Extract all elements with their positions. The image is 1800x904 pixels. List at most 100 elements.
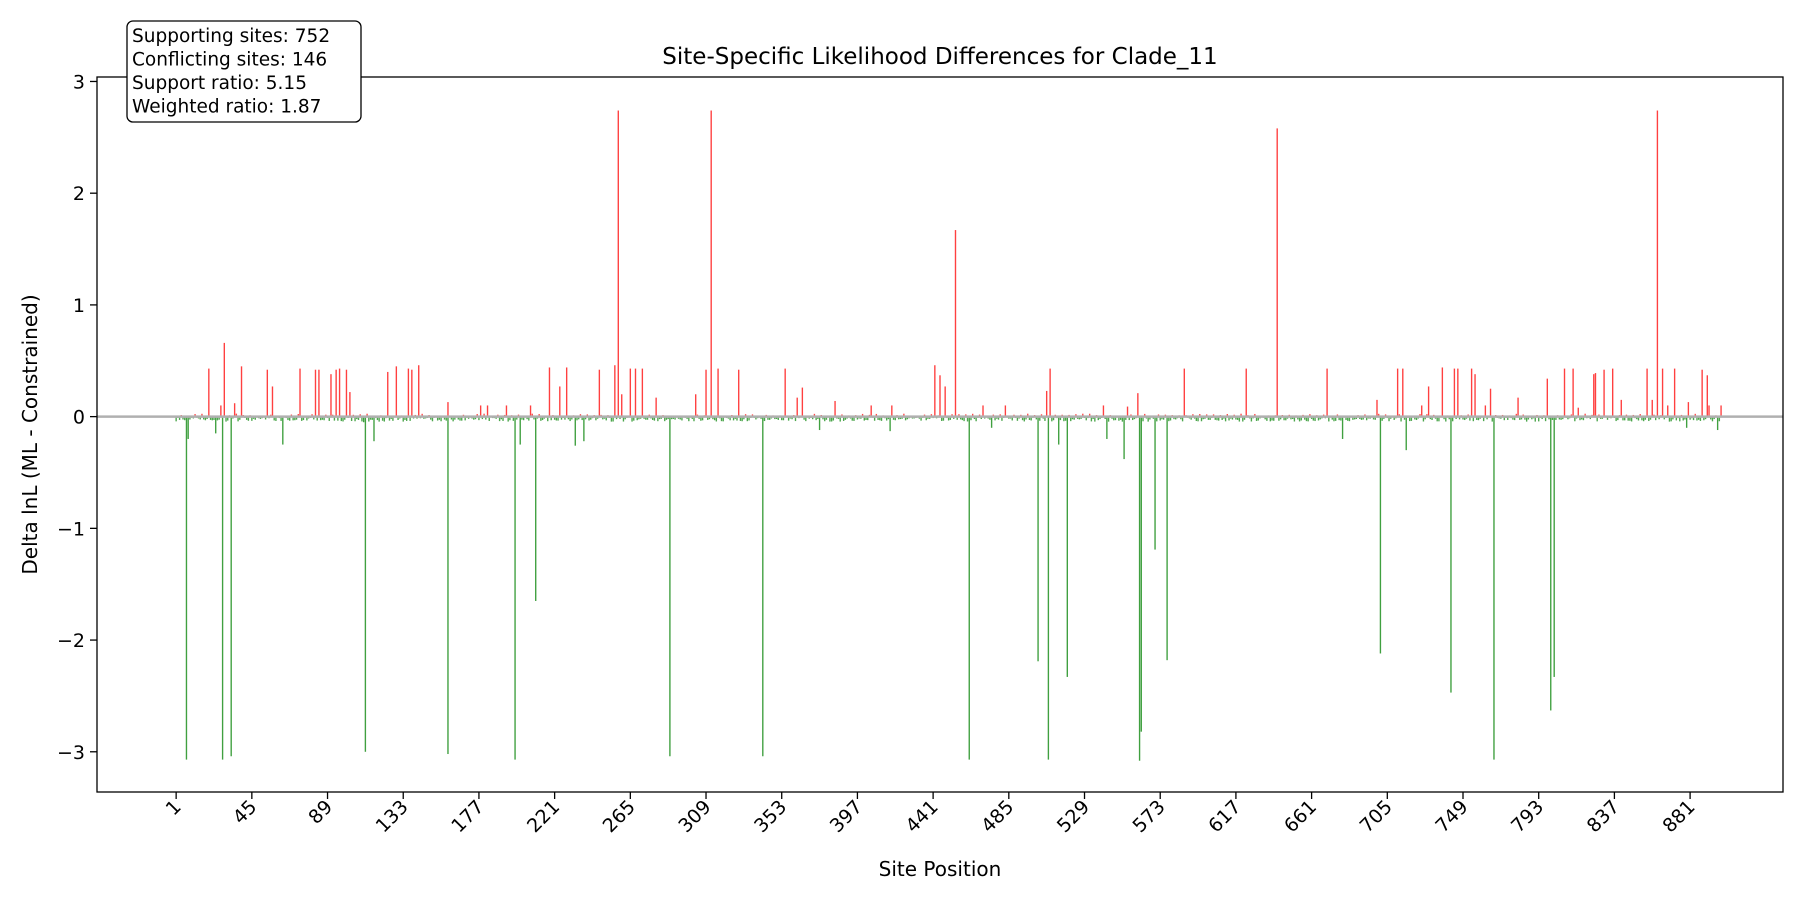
site-bar [1574,416,1576,422]
site-bar [805,416,807,422]
site-bar [1243,416,1246,420]
site-bar [323,416,325,421]
site-bar [664,416,666,422]
site-bar [404,416,406,420]
site-bar [1214,416,1216,420]
site-bar [934,365,936,417]
site-bar [1049,368,1051,417]
x-tick-label: 529 [1053,796,1094,837]
site-bar [1403,416,1406,420]
site-bar [376,416,379,421]
site-bar [1353,416,1356,420]
site-bar [746,416,749,422]
site-bar [1421,405,1423,417]
y-tick-label: −2 [57,630,85,652]
x-tick-label: 573 [1129,796,1170,837]
site-bar [1137,393,1139,417]
site-bar [839,416,841,422]
site-bar [1464,416,1466,421]
site-bar [1021,416,1024,421]
site-bar [335,369,337,417]
site-bar [877,416,879,420]
site-bar [289,416,291,421]
site-bar [569,416,571,422]
conflicting-sites-label: Conflicting sites: 146 [132,50,327,71]
site-bar [1457,368,1459,417]
site-bar [1300,416,1302,421]
site-bar [1462,416,1464,420]
site-bar [1199,414,1201,417]
site-bar [583,416,585,442]
site-bar [738,369,740,417]
site-bar [1582,416,1585,421]
site-bar [220,405,222,417]
site-bar [1066,416,1068,677]
site-bar [875,413,878,417]
site-bar [1379,416,1382,654]
site-bar [528,416,530,421]
site-bar [366,413,368,417]
site-bar [1245,368,1247,417]
bars-layer [175,110,1722,761]
site-bar [1513,416,1516,421]
site-bar [1378,413,1380,417]
site-bar [1663,416,1665,420]
site-bar [211,416,213,421]
site-bar [301,416,303,421]
site-bar [1396,368,1399,417]
site-bar [801,387,804,417]
site-bar [521,416,523,420]
site-bar [646,416,649,420]
site-bar [903,413,905,417]
site-bar [588,416,590,421]
site-bar [1624,416,1626,421]
site-bar [1603,369,1605,417]
site-bar [634,368,637,417]
x-tick-label: 661 [1280,796,1321,837]
site-bar [541,416,544,421]
site-bar [1482,416,1485,422]
site-bar [387,371,389,417]
site-bar [297,414,299,417]
site-bar [576,416,578,421]
x-tick-label: 705 [1356,796,1397,837]
site-bar [1450,416,1452,693]
x-tick-label: 265 [599,796,640,837]
site-bar [392,416,394,421]
site-bar [354,416,356,422]
site-bar [1352,416,1354,420]
site-bar [1173,416,1175,420]
site-bar [202,416,205,420]
x-tick-label: 89 [304,796,337,829]
site-bar [763,416,766,422]
site-bar [1520,416,1523,420]
site-bar [1132,416,1134,421]
site-bar [1347,416,1349,421]
site-bar [1107,416,1110,422]
site-bar [1453,368,1456,417]
site-bar [1668,416,1671,422]
site-bar [1639,414,1641,417]
site-bar [418,365,420,417]
site-bar [478,416,480,421]
site-bar [617,110,619,417]
site-bar [369,416,372,420]
site-bar [584,416,587,420]
site-bar [1393,416,1395,420]
site-bar [1333,416,1335,422]
site-bar [990,416,993,428]
site-bar [337,416,339,421]
site-bar [313,416,315,420]
site-bar [590,416,592,420]
site-bar [925,416,927,421]
site-bar [1716,416,1719,431]
site-bar [473,416,475,420]
x-tick-label: 749 [1431,796,1472,837]
x-tick-label: 353 [750,796,791,837]
site-bar [280,416,282,421]
site-bar [1553,416,1555,677]
site-bar [512,416,515,421]
site-bar [1293,416,1296,422]
site-bar [1701,369,1703,417]
